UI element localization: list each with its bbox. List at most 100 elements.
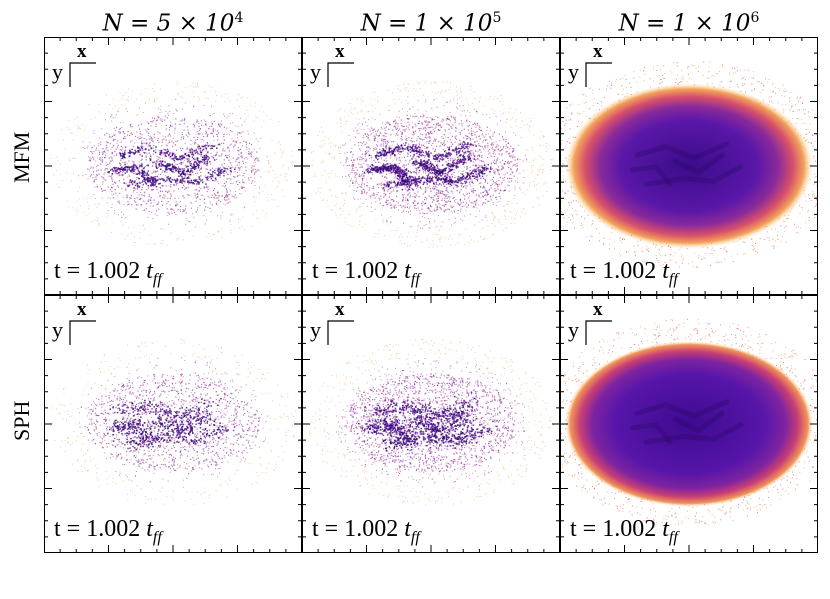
particle-point xyxy=(399,116,401,118)
particle-point xyxy=(379,183,381,185)
particle-point xyxy=(433,176,435,178)
particle-point xyxy=(122,121,124,123)
particle-point xyxy=(134,235,135,237)
particle-point xyxy=(117,186,120,188)
particle-point xyxy=(295,160,297,162)
particle-point xyxy=(221,227,223,229)
particle-point xyxy=(238,189,240,191)
particle-point xyxy=(371,98,373,100)
particle-point xyxy=(429,227,431,229)
particle-point xyxy=(385,126,387,128)
particle-point xyxy=(168,189,170,191)
particle-point xyxy=(346,158,348,160)
particle-point xyxy=(432,129,434,131)
particle-point xyxy=(162,153,164,155)
axis-indicator xyxy=(69,62,96,87)
particle-point xyxy=(124,138,126,140)
particle-point xyxy=(255,138,257,140)
particle-point xyxy=(468,103,469,105)
particle-point xyxy=(380,182,383,184)
particle-point xyxy=(361,191,363,193)
particle-point xyxy=(424,202,426,204)
particle-point xyxy=(345,121,347,123)
particle-point xyxy=(387,199,389,202)
particle-point xyxy=(352,161,354,164)
particle-point xyxy=(416,158,418,160)
particle-point xyxy=(497,183,499,185)
particle-point xyxy=(152,164,154,166)
particle-point xyxy=(195,142,197,144)
particle-point xyxy=(205,123,207,125)
particle-point xyxy=(143,137,145,140)
particle-point xyxy=(278,141,280,143)
particle-point xyxy=(474,123,477,125)
particle-point xyxy=(407,172,409,174)
particle-point xyxy=(177,93,179,94)
particle-point xyxy=(141,189,143,191)
particle-point xyxy=(133,166,135,168)
particle-point xyxy=(146,188,148,191)
particle-point xyxy=(474,155,476,157)
particle-point xyxy=(431,118,433,120)
particle-point xyxy=(468,155,470,157)
particle-point xyxy=(476,124,478,126)
particle-point xyxy=(387,190,389,192)
particle-point xyxy=(465,115,467,117)
particle-point xyxy=(434,188,436,190)
particle-point xyxy=(140,146,143,149)
particle-point xyxy=(390,230,392,232)
particle-point xyxy=(455,127,456,129)
particle-point xyxy=(495,183,497,185)
particle-point xyxy=(480,160,482,162)
particle-point xyxy=(132,191,134,193)
particle-point xyxy=(515,214,517,216)
particle-point xyxy=(440,142,442,144)
particle-point xyxy=(379,148,381,151)
particle-point xyxy=(434,150,436,152)
particle-point xyxy=(116,153,118,155)
particle-point xyxy=(90,151,92,153)
particle-point xyxy=(350,178,352,180)
particle-point xyxy=(139,161,140,163)
particle-point xyxy=(398,110,400,112)
particle-point xyxy=(361,214,363,216)
particle-point xyxy=(186,173,188,175)
particle-point xyxy=(530,167,532,169)
particle-point xyxy=(164,119,166,121)
particle-point xyxy=(371,104,373,106)
particle-point xyxy=(127,99,129,101)
particle-point xyxy=(146,173,149,175)
particle-point xyxy=(448,154,450,156)
particle-point xyxy=(142,180,144,182)
particle-point xyxy=(137,147,139,150)
particle-point xyxy=(168,185,170,187)
particle-point xyxy=(395,159,397,161)
particle-point xyxy=(165,124,167,126)
particle-point xyxy=(226,191,228,193)
particle-point xyxy=(228,134,230,136)
particle-point xyxy=(135,204,137,206)
particle-point xyxy=(128,203,130,205)
particle-point xyxy=(431,210,433,212)
particle-point xyxy=(117,144,119,146)
particle-point xyxy=(427,206,429,208)
particle-point xyxy=(413,202,415,205)
particle-point xyxy=(453,159,455,161)
particle-point xyxy=(160,149,163,152)
particle-point xyxy=(108,175,110,177)
particle-point xyxy=(218,155,220,157)
particle-point xyxy=(140,142,143,144)
particle-point xyxy=(458,162,460,164)
particle-point xyxy=(195,161,198,164)
particle-point xyxy=(433,98,435,100)
particle-point xyxy=(144,192,146,194)
particle-point xyxy=(437,189,439,191)
particle-point xyxy=(429,179,431,181)
particle-point xyxy=(499,161,501,163)
particle-point xyxy=(130,166,132,168)
particle-point xyxy=(221,95,223,97)
particle-point xyxy=(449,235,451,237)
particle-point xyxy=(378,154,380,156)
particle-point xyxy=(403,150,404,152)
